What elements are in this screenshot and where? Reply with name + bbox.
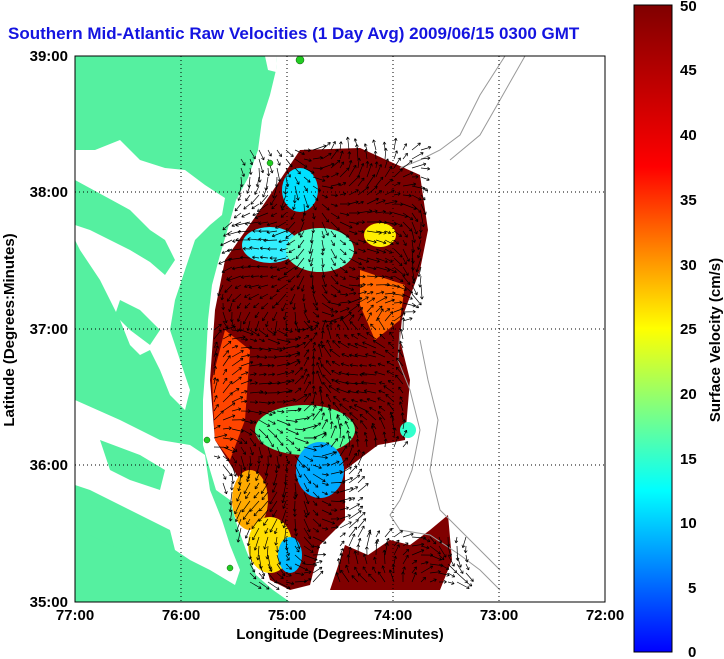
colorbar-ticks: 50 45 40 35 30 25 20 15 10 5 0	[680, 0, 697, 659]
y-tick: 39:00	[30, 48, 68, 65]
y-axis-label: Latitude (Degrees:Minutes)	[1, 233, 18, 426]
x-axis-ticks: 77:00 76:00 75:00 74:00 73:00 72:00	[56, 607, 624, 624]
y-tick: 37:00	[30, 321, 68, 338]
y-tick: 38:00	[30, 184, 68, 201]
colorbar	[633, 4, 673, 653]
grid-lines	[75, 56, 605, 602]
colorbar-tick: 50	[680, 0, 697, 15]
radar-station	[203, 436, 211, 444]
x-tick: 73:00	[480, 607, 518, 624]
radar-station	[266, 159, 274, 167]
radar-station	[226, 564, 234, 572]
map-title: Southern Mid-Atlantic Raw Velocities (1 …	[8, 24, 580, 43]
radar-stations	[203, 56, 305, 572]
colorbar-tick: 30	[680, 257, 697, 274]
colorbar-tick: 45	[680, 62, 697, 79]
colorbar-tick: 40	[680, 127, 697, 144]
colorbar-label: Surface Velocity (cm/s)	[707, 258, 724, 422]
plot-frame	[74, 55, 606, 603]
colorbar-overlap	[604, 20, 634, 50]
colorbar-tick: 10	[680, 515, 697, 532]
velocity-vector-set	[213, 136, 474, 590]
colorbar-tick: 0	[688, 644, 696, 659]
x-tick: 76:00	[162, 607, 200, 624]
radar-station	[295, 56, 305, 65]
colorbar-tick: 35	[680, 192, 697, 209]
land	[75, 56, 290, 602]
y-axis-ticks: 39:00 38:00 37:00 36:00 35:00	[30, 48, 68, 611]
x-axis-label: Longitude (Degrees:Minutes)	[236, 626, 444, 643]
x-tick: 77:00	[56, 607, 94, 624]
y-tick: 36:00	[30, 457, 68, 474]
bathymetry-contours	[389, 56, 526, 591]
velocity-vectors	[213, 136, 474, 590]
colorbar-tick: 20	[680, 386, 697, 403]
colorbar-tick: 15	[680, 451, 697, 468]
x-tick: 74:00	[374, 607, 412, 624]
colorbar-tick: 5	[688, 580, 696, 597]
x-tick: 72:00	[586, 607, 624, 624]
colorbar-tick: 25	[680, 321, 697, 338]
x-tick: 75:00	[268, 607, 306, 624]
y-tick: 35:00	[30, 594, 68, 611]
